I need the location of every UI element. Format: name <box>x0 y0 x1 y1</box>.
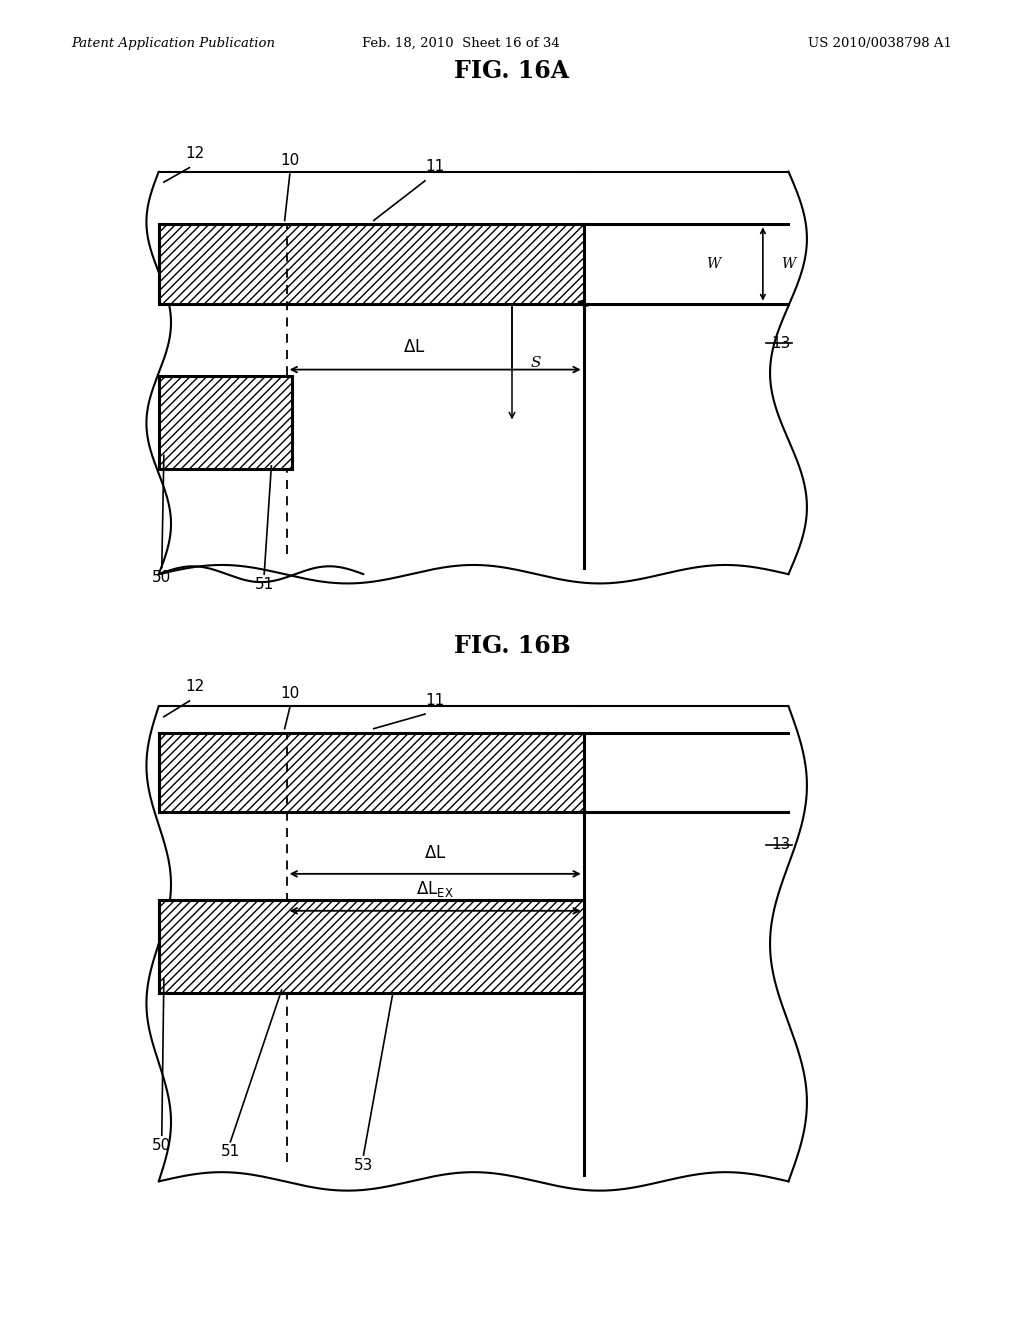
Bar <box>159 900 584 993</box>
Bar <box>159 733 584 812</box>
Text: W: W <box>707 257 721 271</box>
Text: 53: 53 <box>354 1158 373 1172</box>
Text: Patent Application Publication: Patent Application Publication <box>72 37 275 50</box>
Bar <box>159 376 292 469</box>
Bar <box>159 900 584 993</box>
Text: 13: 13 <box>771 335 791 351</box>
Text: $\Delta$L$_{\mathrm{EX}}$: $\Delta$L$_{\mathrm{EX}}$ <box>417 879 454 899</box>
Text: $\Delta$L: $\Delta$L <box>424 843 446 862</box>
Text: 50: 50 <box>153 570 171 585</box>
Bar <box>159 224 584 304</box>
Text: 11: 11 <box>426 693 444 708</box>
Text: Feb. 18, 2010  Sheet 16 of 34: Feb. 18, 2010 Sheet 16 of 34 <box>361 37 560 50</box>
Text: FIG. 16B: FIG. 16B <box>454 634 570 657</box>
Text: FIG. 16A: FIG. 16A <box>455 59 569 83</box>
Text: 10: 10 <box>281 686 299 701</box>
Text: 12: 12 <box>185 147 204 161</box>
Text: 12: 12 <box>185 680 204 694</box>
Text: 10: 10 <box>281 153 299 168</box>
Text: S: S <box>530 356 541 370</box>
Text: US 2010/0038798 A1: US 2010/0038798 A1 <box>808 37 952 50</box>
Text: 50: 50 <box>153 1138 171 1152</box>
Text: 51: 51 <box>221 1144 240 1159</box>
Text: 11: 11 <box>426 160 444 174</box>
Bar <box>159 224 584 304</box>
Bar <box>159 376 292 469</box>
Text: 13: 13 <box>771 837 791 853</box>
Text: $\Delta$L: $\Delta$L <box>403 338 426 356</box>
Bar <box>159 733 584 812</box>
Text: 51: 51 <box>255 577 273 591</box>
Text: W: W <box>781 257 796 271</box>
